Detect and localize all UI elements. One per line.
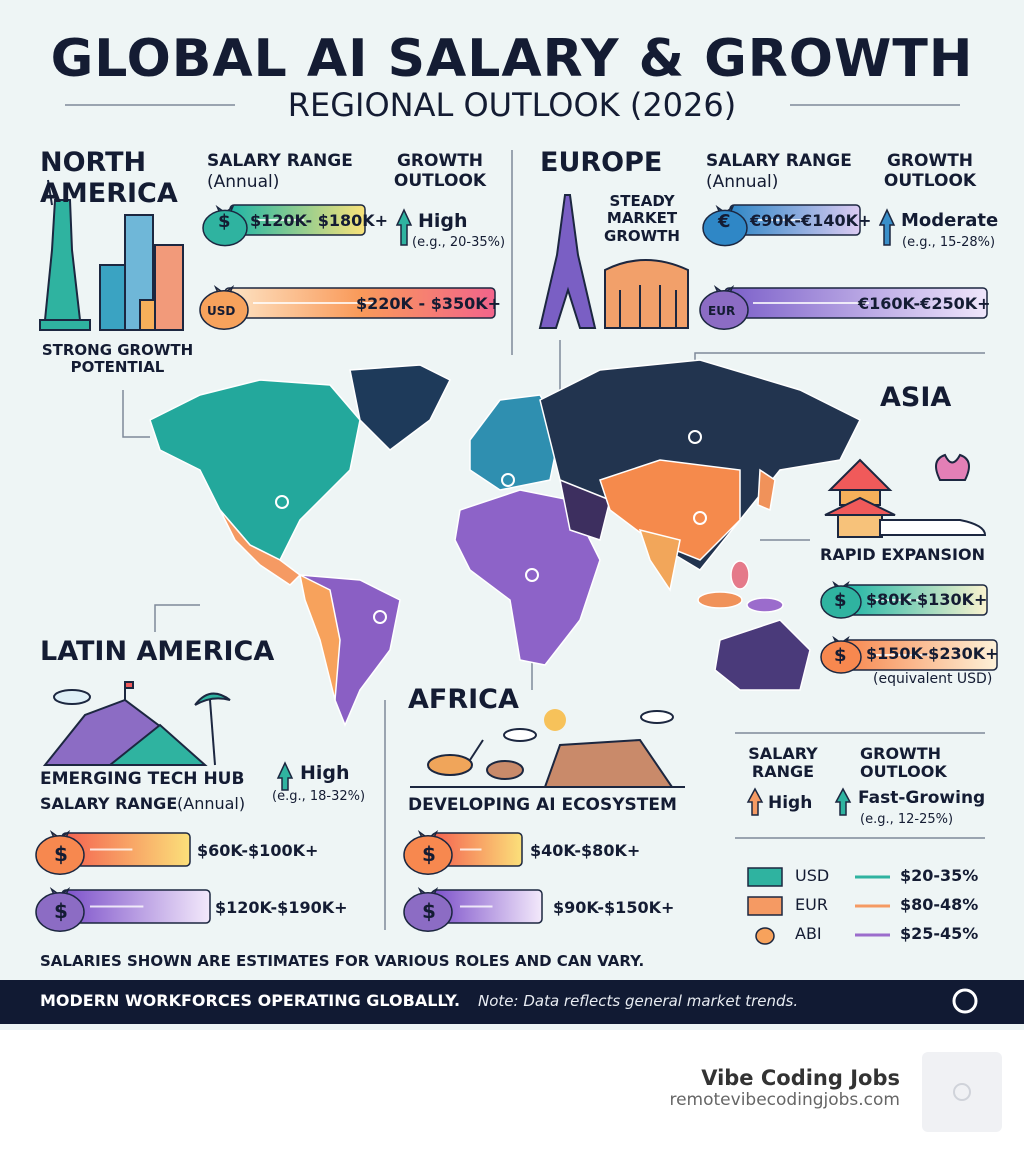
- africa-illustration: [410, 709, 685, 788]
- money-bag: [403, 830, 453, 875]
- footer-bar: [0, 980, 1024, 1024]
- money-bag: [35, 830, 85, 875]
- brand-logo: [922, 1052, 1002, 1132]
- legend-currency: EUR: [795, 895, 828, 914]
- subtitle: REGIONAL OUTLOOK (2026): [287, 86, 737, 124]
- currency-symbol: $: [218, 211, 231, 232]
- eu-illustration: [538, 194, 689, 329]
- currency-symbol: $: [422, 842, 436, 866]
- bag-body: [699, 290, 749, 330]
- legend-growth-range: (e.g., 12-25%): [860, 812, 954, 827]
- bag-body: [403, 892, 453, 932]
- growth-label: GROWTH OUTLOOK: [393, 151, 487, 191]
- brand-logo-mark: [953, 1083, 971, 1101]
- money-bag: [35, 887, 85, 932]
- title: GLOBAL AI SALARY & GROWTH: [50, 29, 974, 89]
- disclaimer: SALARIES SHOWN ARE ESTIMATES FOR VARIOUS…: [40, 952, 645, 970]
- tagline: STRONG GROWTH POTENTIAL: [41, 341, 194, 377]
- bag-body: [35, 835, 85, 875]
- growth-range: (e.g., 20-35%): [412, 235, 506, 250]
- currency-symbol: $: [54, 842, 68, 866]
- dividers: [65, 104, 985, 930]
- salary-senior: €160K-€250K+: [858, 294, 991, 313]
- footer-icon: [952, 988, 978, 1014]
- bag-body: [35, 892, 85, 932]
- currency-symbol: $: [834, 645, 847, 666]
- salary-label: SALARY RANGE: [706, 151, 852, 171]
- currency-symbol: €: [718, 211, 731, 232]
- legend-range: $25-45%: [900, 924, 979, 943]
- currency-code: EUR: [708, 304, 736, 318]
- growth-label: GROWTH OUTLOOK: [883, 151, 977, 191]
- salary-senior: $90K-$150K+: [553, 898, 675, 917]
- salary-senior: $120K-$190K+: [215, 898, 348, 917]
- money-bag: [702, 204, 748, 247]
- legend-swatches: [747, 867, 890, 945]
- currency-code: USD: [207, 304, 236, 318]
- region-name: EUROPE: [540, 147, 663, 178]
- brand-url: remotevibecodingjobs.com: [669, 1090, 900, 1110]
- bag-body: [820, 585, 862, 619]
- growth-range: (e.g., 18-32%): [272, 789, 366, 804]
- salary-label: SALARY RANGE: [40, 794, 178, 813]
- map-pins: [275, 430, 707, 624]
- legend-currency: ABI: [795, 924, 822, 943]
- salary-note: (Annual): [207, 172, 280, 192]
- salary-entry: $80K-$130K+: [866, 590, 988, 609]
- money-bag: [202, 204, 248, 247]
- legend-salary-label: SALARY RANGE: [748, 744, 818, 782]
- growth-arrows: [276, 208, 896, 816]
- region-name: AFRICA: [408, 684, 519, 715]
- legend-growth-label: GROWTH OUTLOOK: [860, 744, 947, 782]
- salary-entry: $40K-$80K+: [530, 841, 641, 860]
- salary-note: (Annual): [706, 172, 779, 192]
- region-name: NORTH AMERICA: [40, 147, 178, 210]
- salary-note: (equivalent USD): [873, 671, 993, 687]
- salary-note: (Annual): [177, 794, 246, 813]
- currency-symbol: $: [54, 899, 68, 923]
- la-illustration: [42, 681, 231, 766]
- region-name: LATIN AMERICA: [40, 636, 275, 667]
- tagline: STEADY MARKET GROWTH: [604, 192, 680, 245]
- footer-tagline: MODERN WORKFORCES OPERATING GLOBALLY.: [40, 991, 461, 1010]
- asia-illustration: [824, 453, 987, 538]
- salary-entry: $120K- $180K+: [250, 211, 389, 230]
- bag-body: [820, 640, 862, 674]
- growth-level: Moderate: [901, 210, 999, 231]
- money-bag: [820, 635, 862, 674]
- bag-body: [702, 209, 748, 247]
- growth-level: High: [418, 210, 468, 232]
- tagline: EMERGING TECH HUB: [40, 769, 245, 789]
- bag-body: [202, 209, 248, 247]
- bag-body: [403, 835, 453, 875]
- legend-range: $20-35%: [900, 866, 979, 885]
- tagline: DEVELOPING AI ECOSYSTEM: [408, 795, 677, 815]
- money-bag: [699, 285, 749, 330]
- currency-symbol: $: [422, 899, 436, 923]
- salary-senior: $220K - $350K+: [356, 294, 502, 313]
- money-bag: [403, 887, 453, 932]
- legend-range: $80-48%: [900, 895, 979, 914]
- salary-entry: €90K-€140K+: [750, 211, 872, 230]
- brand-name: Vibe Coding Jobs: [701, 1066, 900, 1090]
- tagline: RAPID EXPANSION: [820, 545, 985, 564]
- salary-label: SALARY RANGE: [207, 151, 353, 171]
- growth-range: (e.g., 15-28%): [902, 235, 996, 250]
- legend-salary-level: High: [768, 793, 813, 813]
- money-bag: [199, 285, 249, 330]
- growth-level: High: [300, 762, 350, 784]
- legend-currency: USD: [795, 866, 830, 885]
- money-bag: [820, 580, 862, 619]
- footer-note: Note: Data reflects general market trend…: [478, 992, 799, 1010]
- na-illustration: [39, 179, 184, 331]
- legend-growth-level: Fast-Growing: [858, 788, 986, 808]
- bag-body: [199, 290, 249, 330]
- region-name: ASIA: [880, 382, 952, 413]
- currency-symbol: $: [834, 590, 847, 611]
- salary-senior: $150K-$230K+: [866, 644, 999, 663]
- salary-entry: $60K-$100K+: [197, 841, 319, 860]
